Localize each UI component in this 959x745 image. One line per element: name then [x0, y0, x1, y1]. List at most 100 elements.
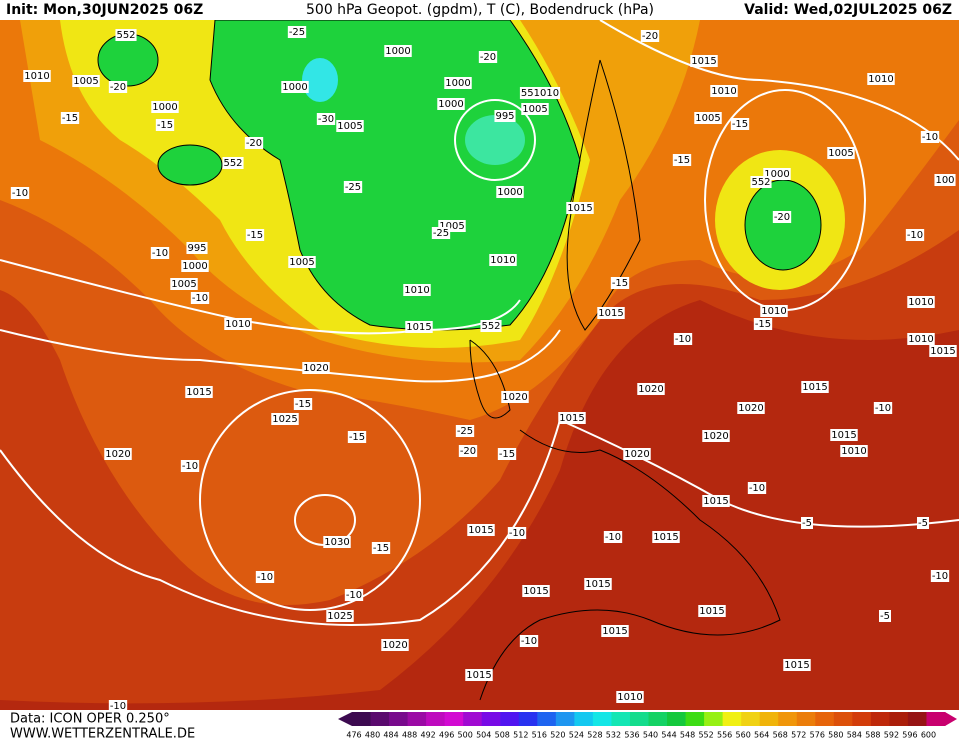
contour-label-text: -20 [480, 52, 496, 63]
contour-label-box [489, 254, 517, 266]
colorbar-swatch [889, 712, 909, 726]
contour-label: 995 [494, 110, 516, 122]
contour-label: 1025 [271, 413, 299, 425]
colorbar-swatch [796, 712, 816, 726]
contour-label: 1010 [867, 73, 895, 85]
contour-label-box [566, 202, 594, 214]
contour-label-text: 1010 [841, 446, 866, 457]
contour-label-text: -10 [932, 571, 948, 582]
contour-label-box [287, 26, 307, 38]
contour-label-text: 1000 [438, 99, 463, 110]
contour-label: 552 [115, 29, 137, 41]
contour-label-text: 1015 [831, 430, 856, 441]
contour-label-text: 1005 [289, 257, 314, 268]
contour-label: 1015 [465, 669, 493, 681]
contour-label-text: 552 [481, 321, 500, 332]
colorbar-label: 600 [921, 731, 936, 740]
contour-label: 1015 [702, 495, 730, 507]
contour-label-box [730, 118, 750, 130]
contour-label-text: -10 [192, 293, 208, 304]
contour-label-box [185, 386, 213, 398]
contour-label-box [344, 589, 364, 601]
contour-label-box [23, 70, 51, 82]
contour-label: 1010 [23, 70, 51, 82]
field-layer [744, 179, 822, 271]
colorbar-label: 576 [810, 731, 825, 740]
contour-label-box [255, 571, 275, 583]
contour-label-text: 1015 [602, 626, 627, 637]
contour-label: 1010 [760, 305, 788, 317]
colorbar-label: 572 [791, 731, 806, 740]
colorbar-swatch [667, 712, 687, 726]
contour-label: -15 [497, 448, 517, 460]
contour-label-box [522, 585, 550, 597]
contour-label-box [830, 429, 858, 441]
contour-label-text: 1020 [105, 449, 130, 460]
contour-label: -10 [507, 527, 527, 539]
contour-label-text: 1010 [868, 74, 893, 85]
colorbar-swatch [759, 712, 779, 726]
contour-label: -10 [673, 333, 693, 345]
colorbar-label: 548 [680, 731, 695, 740]
contour-label: -15 [293, 398, 313, 410]
contour-label-box [72, 75, 100, 87]
contour-label-box [760, 305, 788, 317]
colorbar-swatch [704, 712, 724, 726]
contour-label-box [783, 659, 811, 671]
contour-label-box [652, 531, 680, 543]
contour-label-text: -10 [152, 248, 168, 259]
contour-label-box [155, 119, 175, 131]
contour-label-text: -15 [674, 155, 690, 166]
field-layer [157, 144, 223, 186]
contour-label-box [584, 578, 612, 590]
contour-label: 1015 [690, 55, 718, 67]
contour-label: 1005 [288, 256, 316, 268]
contour-label-box [323, 536, 351, 548]
contour-label-box [702, 495, 730, 507]
contour-label-text: -10 [875, 403, 891, 414]
contour-label-text: -10 [605, 532, 621, 543]
colorbar-label: 520 [550, 731, 565, 740]
colorbar-label: 588 [865, 731, 880, 740]
isobar [199, 389, 421, 611]
colorbar-swatch [352, 712, 372, 726]
colorbar-swatch [685, 712, 705, 726]
contour-label-text: 1000 [385, 46, 410, 57]
contour-label-box [224, 318, 252, 330]
contour-label-box [753, 318, 773, 330]
contour-label: -10 [10, 187, 30, 199]
contour-label: 1020 [623, 448, 651, 460]
contour-label: 1005 [827, 147, 855, 159]
contour-label: 1015 [405, 321, 433, 333]
valid-time: Valid: Wed,02JUL2025 06Z [744, 2, 952, 18]
contour-label-box [343, 181, 363, 193]
colorbar-label: 544 [661, 731, 676, 740]
contour-label: 1020 [302, 362, 330, 374]
contour-label: -10 [920, 131, 940, 143]
contour-label-text: 1010 [908, 297, 933, 308]
contour-label: 1015 [698, 605, 726, 617]
contour-label: 1000 [437, 98, 465, 110]
contour-label-text: -20 [110, 82, 126, 93]
contour-label-text: 1020 [638, 384, 663, 395]
contour-label-text: 995 [495, 111, 514, 122]
contour-label: 1010 [224, 318, 252, 330]
contour-label-box [271, 413, 299, 425]
contour-label-box [772, 211, 792, 223]
colorbar-label: 552 [698, 731, 713, 740]
contour-label-text: 1010 [761, 306, 786, 317]
contour-label: -5 [801, 517, 813, 529]
colorbar-swatch [592, 712, 612, 726]
contour-label-box [115, 29, 137, 41]
contour-label: -10 [344, 589, 364, 601]
field [0, 19, 959, 710]
contour-label-box [186, 242, 208, 254]
contour-label-box [930, 570, 950, 582]
contour-label-box [108, 81, 128, 93]
contour-label-text: -25 [433, 228, 449, 239]
contour-label: 1000 [281, 81, 309, 93]
contour-label-text: 552 [116, 30, 135, 41]
contour-label-box [181, 260, 209, 272]
contour-label-box [150, 247, 170, 259]
colorbar-swatch [463, 712, 483, 726]
